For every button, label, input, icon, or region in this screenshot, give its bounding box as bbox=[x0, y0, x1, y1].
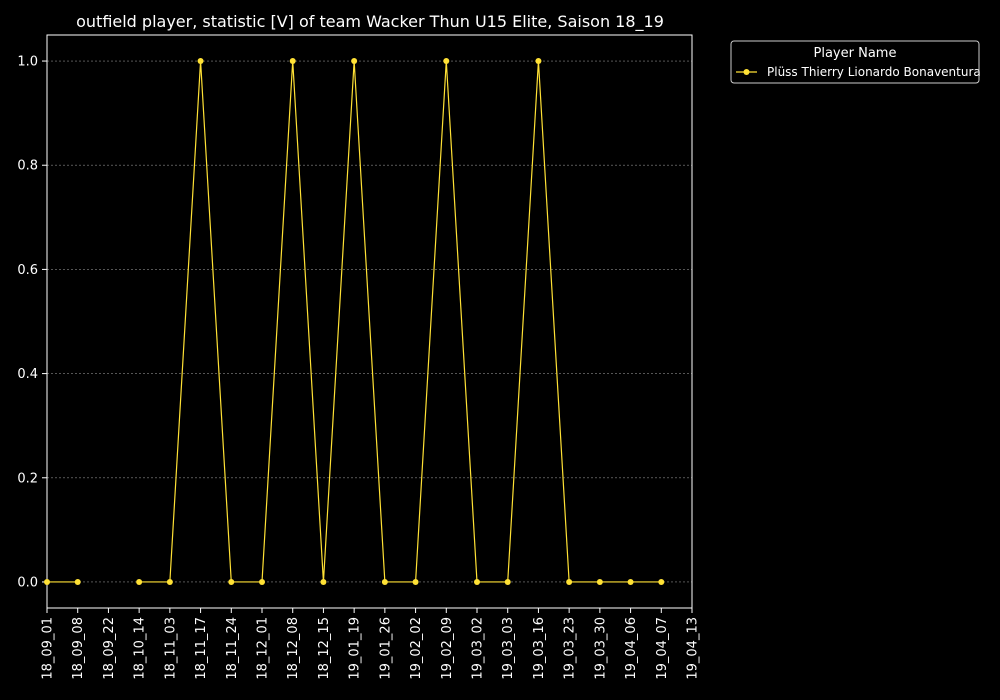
x-tick-label: 18_12_15 bbox=[317, 617, 332, 680]
series-layer bbox=[44, 58, 665, 585]
data-point bbox=[627, 578, 634, 585]
x-tick-label: 18_10_14 bbox=[133, 617, 148, 680]
plot-border bbox=[46, 34, 693, 609]
plot-frame bbox=[46, 34, 693, 609]
data-point bbox=[197, 58, 204, 65]
chart-title: outfield player, statistic [V] of team W… bbox=[76, 12, 664, 32]
x-axis: 18_09_01 18_09_08 18_09_22 18_10_14 18_11_03… bbox=[41, 608, 701, 680]
data-point bbox=[44, 578, 50, 585]
data-point bbox=[443, 58, 450, 65]
data-point bbox=[259, 578, 265, 585]
data-point bbox=[351, 58, 358, 65]
y-tick-label: 0.2 bbox=[17, 471, 38, 486]
x-tick-label: 19_02_09 bbox=[440, 617, 455, 680]
legend-point-marker bbox=[743, 69, 750, 75]
data-point bbox=[474, 578, 480, 585]
data-point bbox=[566, 578, 573, 585]
legend: Player Name Plüss Thierry Lionardo Bonav… bbox=[730, 40, 981, 84]
x-tick-label: 18_09_08 bbox=[71, 617, 86, 680]
legend-series-label: Plüss Thierry Lionardo Bonaventura bbox=[767, 65, 981, 79]
y-tick-label: 0.8 bbox=[17, 159, 38, 174]
x-tick-label: 19_03_16 bbox=[532, 617, 547, 680]
x-tick-label: 19_04_06 bbox=[624, 617, 639, 680]
legend-box bbox=[730, 40, 980, 84]
x-tick-label: 19_03_23 bbox=[563, 617, 578, 680]
data-point bbox=[535, 58, 542, 65]
x-tick-label: 18_11_17 bbox=[194, 617, 209, 680]
data-point bbox=[136, 578, 143, 585]
data-point bbox=[658, 578, 665, 585]
series-line bbox=[139, 61, 662, 583]
x-tick-label: 18_09_22 bbox=[102, 617, 117, 680]
data-point bbox=[596, 578, 603, 585]
y-tick-label: 0.4 bbox=[17, 367, 38, 382]
x-tick-label: 18_11_03 bbox=[163, 617, 178, 680]
y-tick-label: 1.0 bbox=[17, 55, 38, 70]
x-tick-label: 18_09_01 bbox=[41, 617, 56, 680]
x-tick-label: 19_03_03 bbox=[501, 617, 516, 680]
y-axis: 0.0 0.2 0.4 0.6 0.8 1.0 bbox=[17, 55, 47, 590]
data-point bbox=[289, 58, 296, 65]
x-tick-label: 19_01_26 bbox=[378, 617, 393, 680]
y-tick-label: 0.6 bbox=[17, 263, 38, 278]
x-tick-label: 18_11_24 bbox=[225, 617, 240, 680]
data-point bbox=[166, 578, 173, 585]
x-tick-label: 19_04_07 bbox=[655, 617, 670, 680]
data-point bbox=[228, 578, 235, 585]
x-tick-label: 19_04_13 bbox=[686, 617, 701, 680]
x-tick-label: 19_01_19 bbox=[348, 617, 363, 680]
x-tick-label: 19_03_02 bbox=[471, 617, 486, 680]
x-tick-label: 19_03_30 bbox=[593, 617, 608, 680]
data-point bbox=[74, 578, 81, 585]
y-tick-label: 0.0 bbox=[17, 575, 38, 590]
data-point bbox=[381, 578, 388, 585]
x-tick-label: 18_12_08 bbox=[286, 617, 301, 680]
x-tick-label: 18_12_01 bbox=[256, 617, 271, 680]
legend-title: Player Name bbox=[814, 46, 897, 61]
data-point bbox=[412, 578, 419, 585]
x-tick-label: 19_02_02 bbox=[409, 617, 424, 680]
data-point bbox=[504, 578, 511, 585]
data-point bbox=[320, 578, 327, 585]
